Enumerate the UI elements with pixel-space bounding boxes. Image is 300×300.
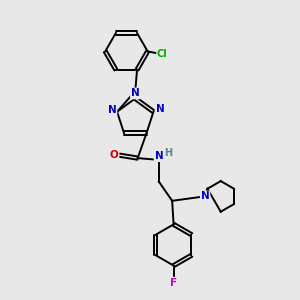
Text: N: N xyxy=(154,151,163,161)
Text: H: H xyxy=(164,148,172,158)
Text: F: F xyxy=(170,278,177,288)
Text: N: N xyxy=(108,105,116,115)
Text: N: N xyxy=(201,191,209,201)
Text: N: N xyxy=(131,88,140,98)
Text: O: O xyxy=(110,150,118,160)
Text: N: N xyxy=(156,104,164,114)
Text: Cl: Cl xyxy=(157,49,168,59)
